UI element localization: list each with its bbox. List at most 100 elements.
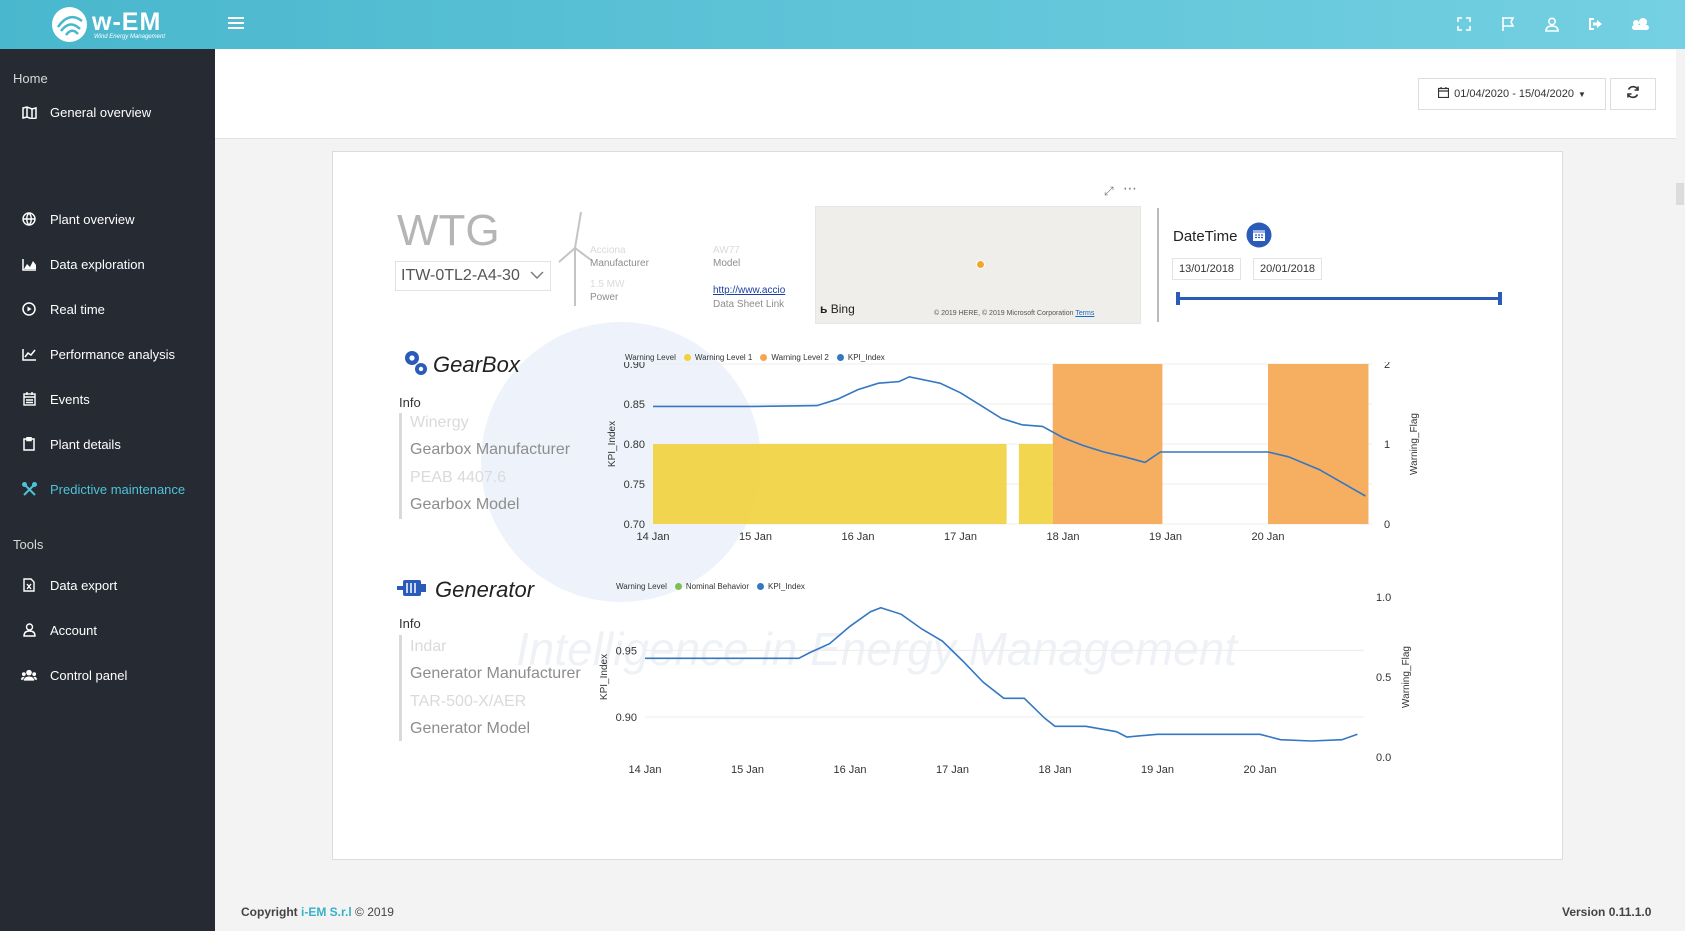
generator-manufacturer-label: Generator Manufacturer — [410, 665, 581, 682]
date-range-picker[interactable]: 01/04/2020 - 15/04/2020 ▼ — [1418, 78, 1606, 110]
clipboard-icon — [21, 436, 37, 452]
flag-icon[interactable] — [1497, 13, 1519, 35]
y2-tick-label: 2 — [1384, 362, 1390, 371]
x-tick-label: 17 Jan — [936, 764, 969, 776]
start-date-input[interactable]: 13/01/2018 — [1172, 258, 1242, 280]
wind-turbine-icon — [557, 208, 593, 313]
slicer-separator — [1157, 208, 1159, 322]
y2-tick-label: 0 — [1384, 519, 1390, 531]
y2-tick-label: 0.5 — [1376, 672, 1391, 684]
sidebar-item-plant-overview[interactable]: Plant overview — [0, 204, 215, 234]
footer-copyright: Copyright i-EM S.r.l © 2019 — [241, 905, 394, 919]
legend-item[interactable]: Nominal Behavior — [685, 582, 749, 591]
cloud-users-icon[interactable] — [1629, 13, 1651, 35]
y2-tick-label: 0.0 — [1376, 752, 1391, 764]
logo-text: w-EM — [92, 8, 162, 36]
datasheet-link[interactable]: http://www.accio — [713, 285, 786, 296]
date-range-slider-track — [1178, 297, 1500, 300]
generator-info-label: Info — [399, 616, 421, 631]
sidebar-item-label: Data exploration — [50, 256, 145, 272]
sidebar-item-performance-analysis[interactable]: Performance analysis — [0, 339, 215, 369]
sidebar-item-predictive-maintenance[interactable]: Predictive maintenance — [0, 474, 215, 504]
legend-swatch — [756, 583, 764, 590]
fullscreen-icon[interactable] — [1453, 13, 1475, 35]
x-tick-label: 15 Jan — [731, 764, 764, 776]
gearbox-manufacturer-value: Winergy — [410, 414, 469, 431]
sidebar-item-label: Data export — [50, 577, 118, 593]
date-slider-start-handle[interactable] — [1176, 292, 1180, 305]
end-date-input[interactable]: 20/01/2018 — [1253, 258, 1323, 280]
logout-icon[interactable] — [1585, 13, 1607, 35]
location-map[interactable]: ь Bing © 2019 HERE, © 2019 Microsoft Cor… — [815, 206, 1141, 324]
legend-swatch — [760, 354, 768, 361]
date-range-value: 01/04/2020 - 15/04/2020 — [1454, 88, 1574, 100]
date-slider-end-handle[interactable] — [1498, 292, 1502, 305]
map-terms-link[interactable]: Terms — [1075, 310, 1095, 317]
generator-chart[interactable]: 0.95 0.90 1.0 0.5 0.0 14 Jan 15 Jan 16 Jan 17 Ja… — [593, 592, 1463, 792]
refresh-button[interactable] — [1610, 78, 1656, 110]
sidebar-item-data-exploration[interactable]: Data exploration — [0, 249, 215, 279]
x-tick-label: 20 Jan — [1243, 764, 1276, 776]
calendar-icon[interactable] — [1246, 222, 1272, 253]
gearbox-model-label: Gearbox Model — [410, 496, 520, 513]
sidebar-item-real-time[interactable]: Real time — [0, 294, 215, 324]
x-tick-label: 16 Jan — [833, 764, 866, 776]
gearbox-info-label: Info — [399, 395, 421, 410]
sidebar-item-general-overview[interactable]: General overview — [0, 97, 215, 127]
turbine-location-marker[interactable] — [976, 260, 985, 269]
y-tick-label: 0.80 — [624, 439, 645, 451]
warning-bar — [1052, 364, 1163, 524]
file-excel-icon — [21, 577, 37, 593]
calendar-icon — [21, 391, 37, 407]
area-chart-icon — [21, 256, 37, 272]
map-icon — [21, 104, 37, 120]
sidebar-item-control-panel[interactable]: Control panel — [0, 660, 215, 690]
gearbox-legend: Warning Level Warning Level 1 Warning Le… — [625, 353, 885, 362]
datetime-title: DateTime — [1173, 228, 1238, 245]
focus-mode-icon[interactable]: ⤢ — [1104, 184, 1114, 198]
kpi-index-line — [653, 375, 1366, 497]
sidebar-item-label: Performance analysis — [50, 346, 175, 362]
legend-swatch — [836, 354, 844, 361]
kpi-index-line — [645, 606, 1358, 742]
gearbox-title: GearBox — [433, 352, 520, 377]
x-tick-label: 20 Jan — [1251, 531, 1284, 543]
legend-title: Warning Level — [625, 353, 676, 362]
wrench-icon — [21, 481, 37, 497]
generator-model-value: TAR-500-X/AER — [410, 693, 527, 710]
y-tick-label: 0.85 — [624, 399, 645, 411]
y-tick-label: 0.95 — [616, 645, 637, 657]
y2-tick-label: 1 — [1384, 439, 1390, 451]
user-icon[interactable] — [1541, 13, 1563, 35]
sidebar-item-account[interactable]: Account — [0, 615, 215, 645]
legend-item[interactable]: KPI_Index — [847, 353, 885, 362]
manufacturer-label: Manufacturer — [590, 258, 649, 269]
x-tick-label: 15 Jan — [739, 531, 772, 543]
wtg-dropdown[interactable]: ITW-0TL2-A4-30 — [395, 261, 551, 291]
sidebar-item-events[interactable]: Events — [0, 384, 215, 414]
legend-item[interactable]: Warning Level 2 — [771, 353, 829, 362]
play-circle-icon — [21, 301, 37, 317]
more-options-icon[interactable]: ⋯ — [1123, 180, 1137, 196]
legend-item[interactable]: KPI_Index — [767, 582, 805, 591]
sidebar-item-data-export[interactable]: Data export — [0, 570, 215, 600]
legend-item[interactable]: Warning Level 1 — [694, 353, 753, 362]
sidebar-item-label: Control panel — [50, 667, 128, 683]
sidebar-item-label: General overview — [50, 104, 152, 120]
x-tick-label: 18 Jan — [1038, 764, 1071, 776]
app-logo[interactable]: w-EM Wind Energy Management — [52, 6, 176, 44]
sidebar-item-label: Events — [50, 391, 90, 407]
scrollbar-thumb[interactable] — [1676, 183, 1684, 205]
legend-swatch — [683, 354, 691, 361]
manufacturer-value: Acciona — [590, 245, 626, 256]
y-tick-label: 0.90 — [624, 362, 645, 371]
menu-toggle-icon[interactable] — [228, 14, 244, 30]
sidebar-item-plant-details[interactable]: Plant details — [0, 429, 215, 459]
company-link[interactable]: i-EM S.r.l — [301, 905, 352, 919]
gearbox-chart[interactable]: 0.90 0.85 0.80 0.75 0.70 2 1 0 14 Jan 15 Jan 16 Ja… — [593, 362, 1463, 562]
sidebar-item-label: Plant details — [50, 436, 121, 452]
legend-swatch — [674, 583, 682, 590]
x-tick-label: 18 Jan — [1046, 531, 1079, 543]
gearbox-info-bar — [399, 413, 402, 519]
generator-info-bar — [399, 635, 402, 741]
